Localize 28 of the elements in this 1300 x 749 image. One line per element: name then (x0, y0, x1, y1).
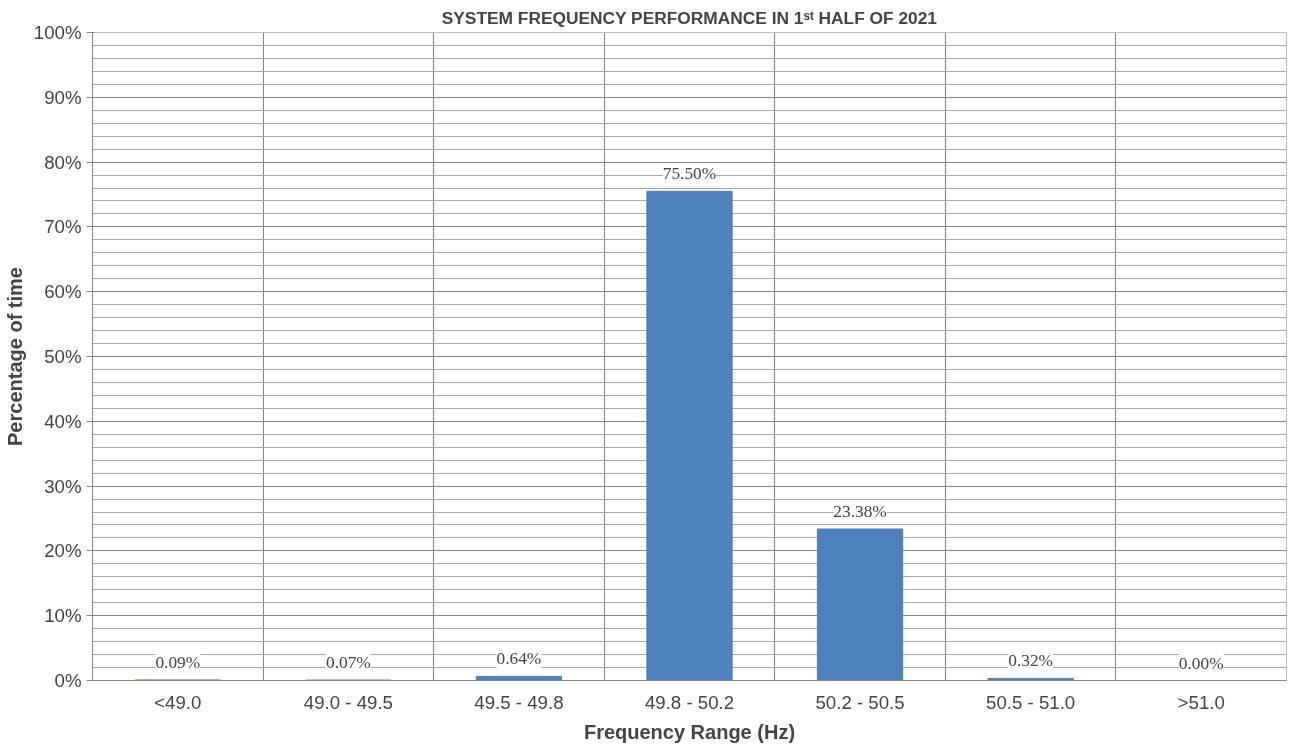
y-tick-label: 80% (44, 151, 82, 173)
data-label: 0.09% (155, 652, 201, 672)
y-tick-label: 30% (44, 475, 82, 497)
y-tick-label: 60% (44, 281, 82, 303)
data-label: 23.38% (833, 502, 887, 521)
data-label: 0.00% (1178, 653, 1224, 673)
x-tick-label: 49.0 - 49.5 (303, 691, 393, 713)
y-tick-label: 40% (44, 410, 82, 432)
data-label: 75.50% (662, 164, 717, 184)
data-label: 0.07% (325, 653, 371, 673)
x-tick-label: <49.0 (154, 691, 202, 713)
x-tick-label: 50.5 - 51.0 (986, 691, 1076, 713)
y-axis-title: Percentage of time (3, 267, 26, 446)
y-tick-label: 0% (54, 670, 82, 691)
chart-title: SYSTEM FREQUENCY PERFORMANCE IN 1ˢᵗ HALF OF 2021 (441, 7, 938, 28)
data-label: 0.32% (1008, 651, 1054, 671)
x-tick-label: 49.8 - 50.2 (644, 691, 735, 713)
y-tick-label: 50% (44, 346, 82, 367)
y-tick-label: 90% (44, 86, 82, 108)
x-axis-title: Frequency Range (Hz) (583, 720, 796, 743)
x-tick-label: >51.0 (1177, 691, 1225, 713)
y-tick-label: 10% (44, 605, 82, 627)
x-tick-label: 49.5 - 49.8 (474, 691, 564, 713)
y-tick-label: 100% (33, 22, 82, 43)
y-tick-label: 70% (44, 216, 82, 238)
data-label: 0.64% (496, 649, 542, 669)
x-tick-label: 50.2 - 50.5 (815, 691, 905, 713)
y-tick-label: 20% (44, 540, 82, 562)
